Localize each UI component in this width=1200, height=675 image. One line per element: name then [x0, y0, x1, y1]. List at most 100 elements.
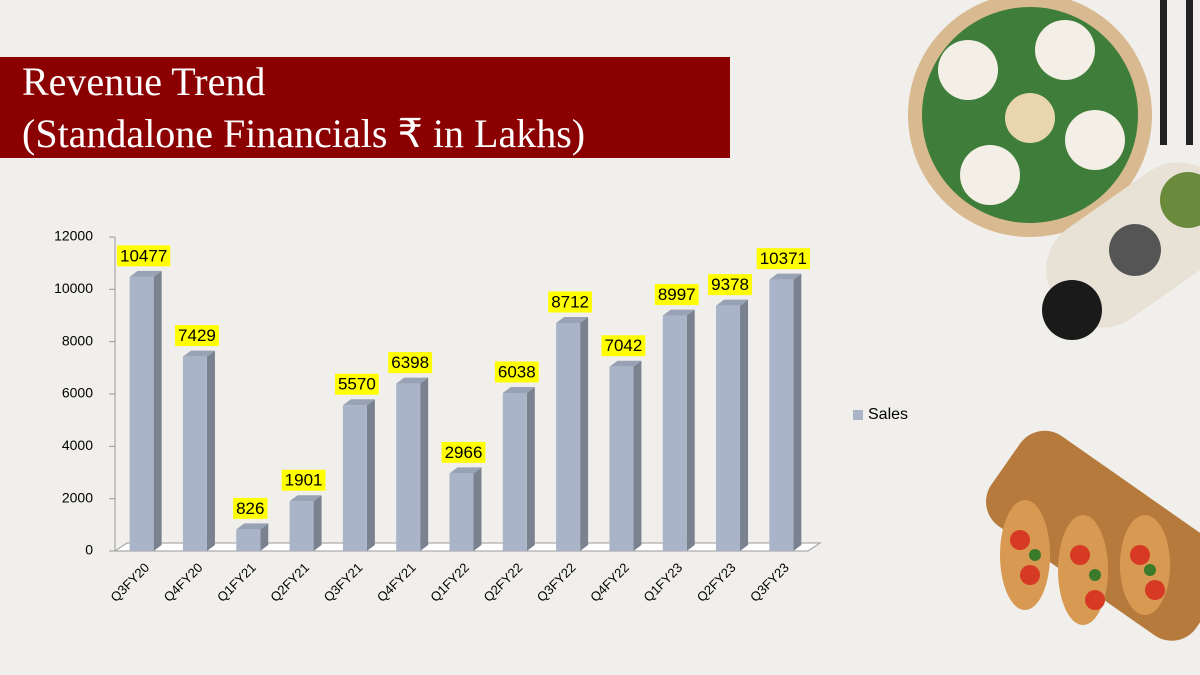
- value-label: 9378: [711, 275, 749, 294]
- value-label-bg: [548, 291, 593, 313]
- x-tick-label: Q4FY21: [374, 560, 419, 605]
- title-banner: [0, 57, 730, 158]
- bar-top: [716, 299, 749, 306]
- bar-side: [686, 309, 695, 551]
- bar-top: [236, 523, 269, 530]
- x-tick-label: Q1FY21: [214, 560, 259, 605]
- bar-side: [526, 387, 535, 551]
- decoration-dumplings: [908, 0, 1200, 340]
- value-label-group: 10371: [756, 248, 810, 270]
- y-tick-label: 4000: [62, 437, 93, 453]
- value-label: 10477: [120, 246, 167, 265]
- y-tick-label: 6000: [62, 385, 93, 401]
- bar: [289, 501, 314, 551]
- value-label: 8712: [551, 293, 589, 312]
- value-label: 6038: [498, 362, 536, 381]
- y-tick-label: 0: [85, 542, 93, 558]
- value-label-bg: [654, 284, 699, 306]
- y-tick-label: 10000: [54, 280, 93, 296]
- y-tick-label: 8000: [62, 332, 93, 348]
- bar-side: [313, 495, 322, 551]
- bar: [236, 529, 261, 551]
- value-label-bg: [441, 441, 486, 463]
- bar: [449, 473, 474, 551]
- bar-side: [633, 360, 642, 551]
- value-label: 826: [236, 499, 264, 518]
- legend-swatch: [853, 410, 863, 420]
- bar-side: [473, 467, 482, 551]
- value-label-bg: [708, 274, 752, 296]
- bar-side: [420, 377, 429, 551]
- bar-top: [129, 270, 162, 277]
- value-label-bg: [233, 497, 268, 519]
- bar: [769, 279, 794, 551]
- chart-subtitle: (Standalone Financials ₹ in Lakhs): [22, 111, 585, 156]
- bar: [662, 315, 687, 551]
- bar: [342, 405, 367, 551]
- x-tick-label: Q2FY22: [481, 560, 526, 605]
- value-label: 2966: [445, 443, 483, 462]
- decoration-bruschetta: [986, 430, 1200, 641]
- bar-side: [153, 270, 162, 551]
- bar: [502, 393, 527, 551]
- bar: [556, 323, 581, 551]
- bar-side: [260, 523, 269, 551]
- bar: [609, 366, 634, 551]
- bar-side: [580, 317, 589, 551]
- y-tick-label: 2000: [62, 489, 93, 505]
- value-label-group: 2966: [441, 441, 486, 463]
- x-tick-label: Q2FY21: [267, 560, 312, 605]
- value-label: 7429: [178, 326, 216, 345]
- value-label: 10371: [760, 249, 807, 268]
- x-tick-label: Q4FY22: [587, 560, 632, 605]
- bar: [129, 276, 154, 551]
- bar-top: [182, 350, 215, 357]
- bar-side: [740, 299, 749, 551]
- x-tick-label: Q3FY21: [321, 560, 366, 605]
- x-tick-label: Q2FY23: [694, 560, 739, 605]
- value-label-bg: [334, 373, 379, 395]
- value-label-bg: [494, 361, 539, 383]
- x-tick-label: Q4FY20: [161, 560, 206, 605]
- value-label: 6398: [391, 353, 429, 372]
- value-label-bg: [281, 469, 326, 491]
- value-label-group: 9378: [708, 274, 752, 296]
- value-label: 1901: [285, 471, 323, 490]
- bar-top: [289, 495, 322, 502]
- bar: [716, 305, 741, 551]
- bar-top: [342, 399, 375, 406]
- bar-top: [396, 377, 429, 384]
- value-label-group: 7429: [175, 325, 219, 347]
- bar: [182, 356, 207, 551]
- value-label-bg: [756, 248, 810, 270]
- value-label-group: 7042: [601, 335, 646, 357]
- value-label-group: 1901: [281, 469, 326, 491]
- value-label-group: 6038: [494, 361, 539, 383]
- bar-top: [502, 387, 535, 394]
- x-tick-label: Q1FY23: [640, 560, 685, 605]
- value-label-bg: [601, 335, 646, 357]
- value-label-group: 5570: [334, 373, 379, 395]
- bar-top: [769, 273, 802, 280]
- value-label-group: 8997: [654, 284, 699, 306]
- bar-top: [449, 467, 482, 474]
- x-tick-label: Q3FY22: [534, 560, 579, 605]
- value-label: 7042: [605, 336, 643, 355]
- bar-top: [609, 360, 642, 367]
- bar: [396, 383, 421, 551]
- x-tick-label: Q3FY20: [107, 560, 152, 605]
- chart-title: Revenue Trend: [22, 59, 265, 104]
- bar-top: [662, 309, 695, 316]
- x-tick-label: Q1FY22: [427, 560, 472, 605]
- y-tick-label: 12000: [54, 228, 93, 244]
- value-label-group: 826: [233, 497, 268, 519]
- value-label-bg: [388, 352, 433, 374]
- value-label-bg: [175, 325, 219, 347]
- bar-side: [366, 399, 375, 551]
- legend-label: Sales: [868, 406, 908, 423]
- x-tick-label: Q3FY23: [747, 560, 792, 605]
- value-label-group: 10477: [117, 245, 171, 267]
- value-label-bg: [117, 245, 171, 267]
- bar-side: [206, 350, 215, 551]
